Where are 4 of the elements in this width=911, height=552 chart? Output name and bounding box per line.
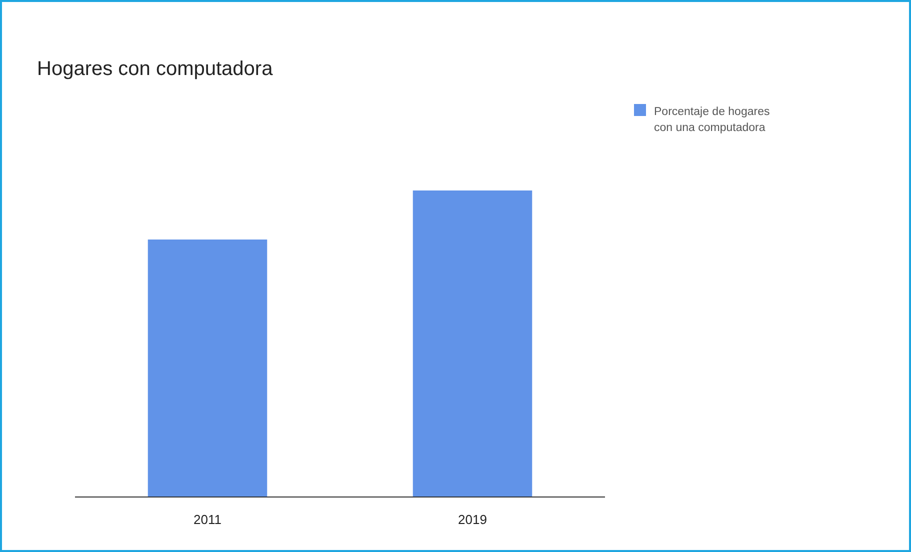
chart-title: Hogares con computadora [37, 58, 274, 80]
x-tick-label: 2019 [458, 512, 487, 527]
legend-label: Porcentaje de hogares con una computadora [654, 106, 770, 134]
x-tick-label: 2011 [194, 512, 222, 527]
